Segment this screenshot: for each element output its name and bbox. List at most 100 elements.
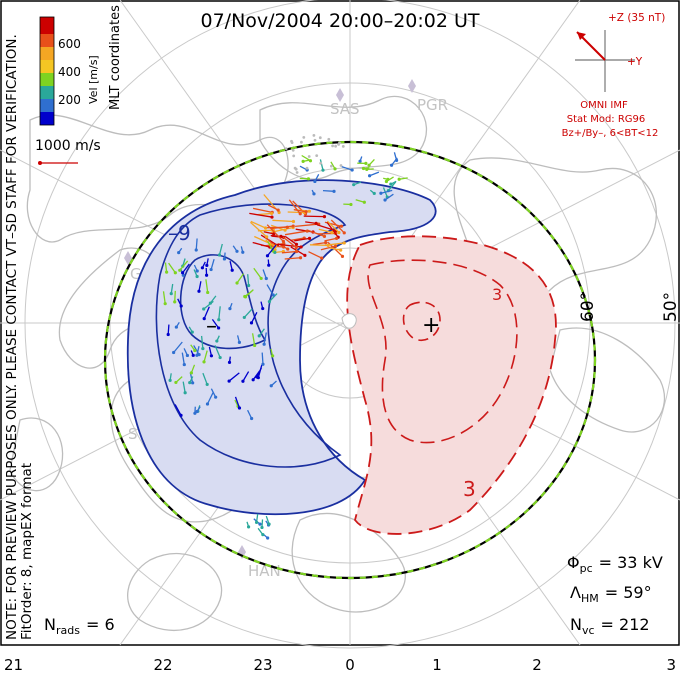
velocity-vector-origin [182,362,186,367]
velocity-vector [261,352,264,365]
velocity-vector-origin [166,332,170,337]
velocity-vector-origin [237,406,242,410]
velocity-vector [205,279,209,293]
grid-data-dot [313,138,317,142]
grid-data-dot [290,141,294,145]
velocity-vector-origin [281,239,285,243]
velocity-vector [268,293,278,303]
svg-text:Nvc= 212: Nvc = 212 [570,615,650,637]
velocity-vector [167,324,170,335]
imf-model-params: Bz+/By–, 6<BT<12 [562,128,659,139]
velocity-vector-origin [194,248,198,252]
velocity-vector-origin [216,326,221,330]
velocity-vector-origin [261,532,265,537]
velocity-vector [253,267,262,279]
velocity-vector-origin [321,168,325,172]
velocity-vector-origin [372,191,376,196]
velocity-vector-origin [191,381,195,385]
velocity-vector-origin [333,244,338,248]
potential-maximum-marker: + [422,313,440,338]
velocity-vector-origin [342,231,346,235]
velocity-vector [193,345,200,355]
velocity-vector-origin [308,159,313,163]
velocity-vector-origin [259,276,263,281]
grid-data-dot [312,134,316,137]
velocity-vector-origin [368,174,372,178]
imf-model: Stat Mod: RG96 [567,114,646,125]
velocity-vector-origin [333,167,337,171]
velocity-vector-origin [183,391,187,395]
grid-data-dot [307,155,311,158]
velocity-vector-origin [271,293,275,297]
velocity-vector-origin [361,166,366,171]
velocity-vector-origin [197,289,201,293]
velocity-vector-origin [277,210,281,215]
contour-label-pos-1: 3 [492,285,502,304]
velocity-vector [301,154,311,162]
velocity-vector [174,290,176,302]
grid-data-dot [330,164,333,168]
velocity-vector-origin [307,236,312,240]
nrads-value: = 6 [86,615,115,634]
velocity-vector-origin [295,249,299,254]
lambda-value: = 59° [605,583,652,602]
velocity-vector-origin [307,209,311,213]
velocity-vector [266,284,274,296]
colorbar-label: Vel [m/s] [87,55,100,104]
velocity-vector-origin [249,321,254,325]
velocity-vector [287,211,305,214]
velocity-vector [281,250,297,254]
velocity-vector-origin [283,228,287,232]
velocity-vector-origin [193,348,197,353]
velocity-vector [387,181,397,192]
nvc-symbol: N [570,615,582,634]
velocity-vector [282,236,297,249]
velocity-vector-origin [222,257,227,261]
velocity-vector [254,235,276,247]
velocity-vector-origin [291,219,296,224]
imf-z-label: +Z (35 nT) [608,12,665,24]
velocity-vector-origin [276,208,280,212]
velocity-vector-origin [267,300,272,304]
velocity-vector-origin [264,276,268,281]
nvc-value: = 212 [601,615,650,634]
velocity-vector [322,189,335,192]
mlt-tick-1: 1 [432,656,442,674]
velocity-colorbar: 600 400 200 Vel [m/s] [39,16,100,126]
velocity-vector-origin [243,294,247,299]
mlt-tick-0: 0 [345,656,355,674]
velocity-vector-origin [193,411,197,415]
velocity-vector-origin [294,242,299,246]
velocity-vector-origin [269,384,273,388]
mlt-tick-3: 3 [666,656,676,674]
velocity-vector-origin [228,307,232,311]
grid-data-dot [331,144,334,148]
velocity-vector [320,245,336,251]
velocity-vector-origin [313,179,317,184]
phi-value: = 33 kV [599,553,663,572]
svg-text:Nrads= 6: Nrads = 6 [44,615,115,637]
velocity-vector-origin [384,179,389,184]
svg-text:ΛHM= 59°: ΛHM = 59° [570,583,652,605]
station-marker-pgr [408,79,416,93]
lambda-symbol: Λ [570,583,581,602]
velocity-vector-origin [265,254,270,258]
velocity-vector [330,219,345,234]
grid-data-dot [334,144,337,148]
velocity-vector-origin [322,234,327,238]
velocity-vector [210,259,215,270]
velocity-vector [251,333,256,346]
velocity-vector [250,312,258,324]
velocity-vector-origin [342,241,346,245]
velocity-vector [329,247,341,251]
velocity-vector-origin [298,212,302,216]
imf-clock: +Z (35 nT) +Y OMNI IMF Stat Mod: RG96 Bz… [562,12,666,139]
station-label-pgr: PGR [417,96,448,114]
mlt-tick-22: 22 [153,656,172,674]
velocity-vector-origin [286,247,290,251]
grid-data-dot [284,147,288,151]
fit-order-note: FitOrder: 8, mapEX format [19,463,35,640]
grid-data-dot [318,136,322,140]
grid-data-dot [341,145,345,148]
imf-source: OMNI IMF [580,100,628,111]
